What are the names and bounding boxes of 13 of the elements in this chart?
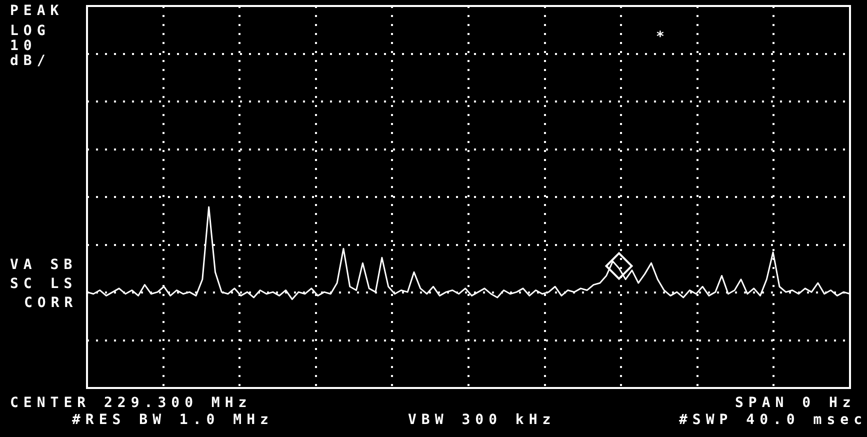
text: SPAN 0 Hz xyxy=(735,395,856,411)
text: 10 xyxy=(10,38,37,54)
text: VBW 300 kHz xyxy=(408,412,556,428)
text: dB/ xyxy=(10,53,50,69)
text: CENTER 229.300 MHz xyxy=(10,395,252,411)
text: PEAK xyxy=(10,3,64,19)
text: CORR xyxy=(24,295,78,311)
text: * xyxy=(656,29,670,45)
text: #SWP 40.0 msec xyxy=(679,412,867,428)
text: SC LS xyxy=(10,276,78,292)
text: #RES BW 1.0 MHz xyxy=(72,412,274,428)
text: VA SB xyxy=(10,257,78,273)
text: LOG xyxy=(10,23,50,39)
